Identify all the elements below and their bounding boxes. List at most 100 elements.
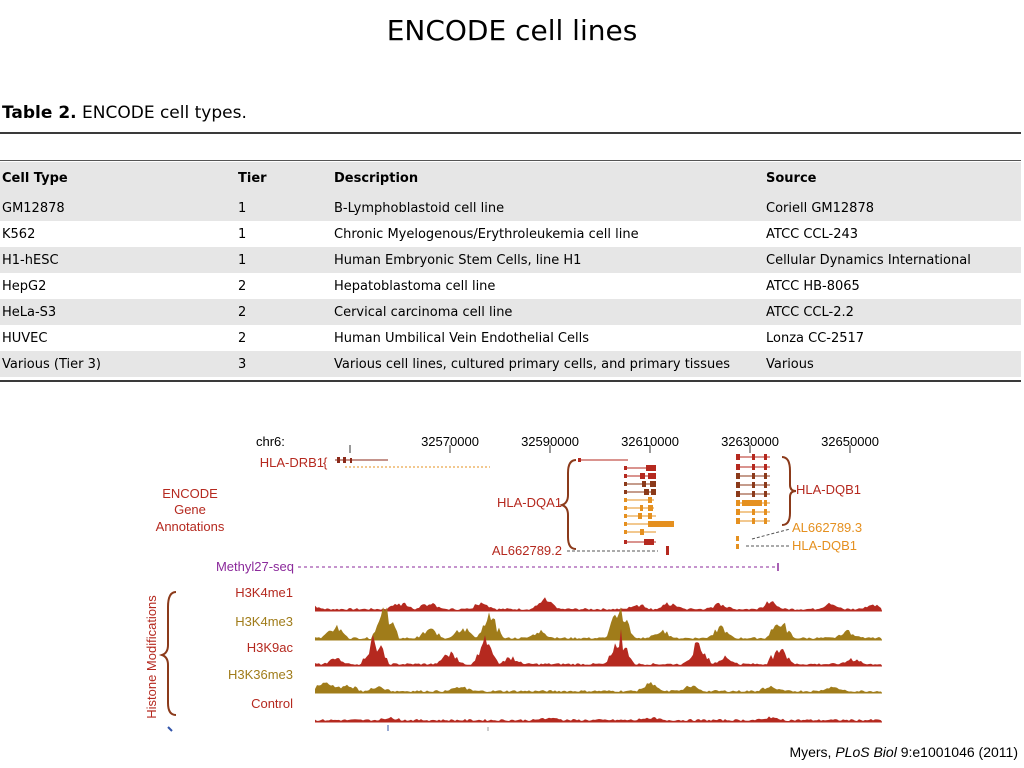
histone-tracks: H3K4me1 H3K4me3 H3K9ac H3K36me3 Control bbox=[228, 585, 882, 723]
genome-browser-figure: chr6: 32570000 32590000 32610000 32630000 32… bbox=[144, 434, 882, 732]
signal-area bbox=[315, 597, 882, 611]
signal-area bbox=[315, 716, 882, 722]
leader-al662789-3 bbox=[751, 528, 791, 540]
gene-models-hla-dqa1 bbox=[578, 458, 674, 545]
cell-source: Coriell GM12878 bbox=[764, 195, 1021, 221]
table-header-top-rule bbox=[0, 160, 1021, 161]
cell-cell-type: Various (Tier 3) bbox=[0, 351, 236, 377]
table-bottom-rule bbox=[0, 380, 1021, 382]
transcript bbox=[736, 518, 770, 524]
signal-area bbox=[315, 682, 882, 693]
transcript bbox=[624, 513, 656, 519]
table-caption-label: Table 2. bbox=[2, 103, 77, 123]
histone-section-label: Histone Modifications bbox=[144, 595, 159, 719]
cell-description: Various cell lines, cultured primary cel… bbox=[332, 351, 764, 377]
table-row: HeLa-S3 2 Cervical carcinoma cell line ATCC… bbox=[0, 299, 1021, 325]
gene-model-al662789-2 bbox=[666, 546, 669, 555]
bottom-marker-left bbox=[167, 726, 173, 732]
transcript bbox=[624, 521, 674, 527]
transcript bbox=[624, 529, 656, 535]
methyl-track-label: Methyl27-seq bbox=[216, 559, 294, 574]
transcript bbox=[624, 465, 656, 471]
gene-model-al662789-3 bbox=[736, 536, 739, 541]
track-label: H3K4me1 bbox=[235, 585, 293, 600]
cell-cell-type: HUVEC bbox=[2, 330, 48, 346]
gene-label-hla-dqb1-alt: HLA-DQB1 bbox=[792, 538, 857, 553]
slide-title: ENCODE cell lines bbox=[386, 14, 638, 47]
track-label: H3K9ac bbox=[247, 640, 294, 655]
header-source: Source bbox=[764, 162, 1021, 195]
header-description: Description bbox=[332, 162, 764, 195]
gene-label-al662789-3: AL662789.3 bbox=[792, 520, 862, 535]
cell-cell-type: K562 bbox=[2, 226, 36, 242]
cell-description: Hepatoblastoma cell line bbox=[334, 278, 496, 294]
transcript bbox=[624, 505, 654, 511]
cell-cell-type: H1-hESC bbox=[0, 247, 236, 273]
table-row: H1-hESC 1 Human Embryonic Stem Cells, line… bbox=[0, 247, 1021, 273]
transcript bbox=[736, 500, 770, 506]
transcript bbox=[624, 539, 656, 545]
cell-tier: 2 bbox=[236, 299, 332, 325]
gene-label-al662789-2: AL662789.2 bbox=[492, 543, 562, 558]
cell-source: Various bbox=[764, 351, 1021, 377]
cell-description: Chronic Myelogenous/Erythroleukemia cell… bbox=[334, 226, 639, 242]
brace-hla-dqa1 bbox=[558, 459, 577, 550]
signal-area bbox=[315, 607, 882, 640]
transcript bbox=[736, 473, 770, 479]
chromosome-label: chr6: bbox=[256, 434, 285, 449]
citation-ref: 9:e1001046 (2011) bbox=[896, 744, 1018, 760]
transcript bbox=[736, 464, 770, 470]
table-caption: Table 2. ENCODE cell types. bbox=[2, 103, 247, 123]
gene-label-hla-dqb1: HLA-DQB1 bbox=[796, 482, 861, 497]
histone-track: H3K4me1 bbox=[235, 585, 882, 612]
gene-models-hla-dqb1 bbox=[736, 454, 770, 549]
citation-author: Myers, bbox=[789, 744, 836, 760]
gene-section-label-1: ENCODE bbox=[162, 486, 218, 501]
transcript bbox=[624, 489, 656, 495]
signal-area bbox=[315, 628, 882, 666]
gene-section-label-3: Annotations bbox=[156, 519, 225, 534]
cell-types-table: Cell Type Tier Description Source GM1287… bbox=[0, 162, 1021, 377]
cell-tier: 2 bbox=[238, 278, 247, 294]
histone-track: H3K36me3 bbox=[228, 667, 882, 694]
histone-track: H3K4me3 bbox=[235, 607, 882, 641]
transcript bbox=[736, 491, 770, 497]
table-body: GM12878 1 B-Lymphoblastoid cell line Coriel… bbox=[0, 195, 1021, 377]
gene-section-label-2: Gene bbox=[174, 502, 206, 517]
table-header-row: Cell Type Tier Description Source bbox=[0, 162, 1021, 195]
citation-journal: PLoS Biol bbox=[835, 744, 897, 760]
transcript bbox=[736, 509, 770, 515]
gene-model-hla-dqb1-alt bbox=[736, 544, 739, 549]
cell-tier: 2 bbox=[238, 330, 247, 346]
cell-description: Human Umbilical Vein Endothelial Cells bbox=[334, 330, 590, 346]
ruler-position-label: 32650000 bbox=[821, 434, 879, 449]
header-tier: Tier bbox=[236, 162, 332, 195]
cell-description: Human Embryonic Stem Cells, line H1 bbox=[332, 247, 764, 273]
cell-description: Cervical carcinoma cell line bbox=[332, 299, 764, 325]
header-cell-type: Cell Type bbox=[0, 162, 236, 195]
cell-tier: 1 bbox=[236, 195, 332, 221]
table-row: HepG2 2 Hepatoblastoma cell line ATCC HB-80… bbox=[0, 273, 1021, 299]
cell-cell-type: GM12878 bbox=[0, 195, 236, 221]
brace-hla-dqb1 bbox=[781, 456, 797, 526]
brace-histone bbox=[158, 591, 177, 716]
transcript bbox=[624, 481, 656, 487]
cell-cell-type: HepG2 bbox=[2, 278, 47, 294]
ruler-position-label: 32610000 bbox=[621, 434, 679, 449]
histone-track: Control bbox=[251, 696, 882, 723]
cell-source: ATCC HB-8065 bbox=[766, 278, 860, 294]
track-label: Control bbox=[251, 696, 293, 711]
transcript bbox=[736, 454, 770, 460]
cell-tier: 1 bbox=[236, 247, 332, 273]
transcript bbox=[624, 497, 654, 503]
table-row: HUVEC 2 Human Umbilical Vein Endothelial C… bbox=[0, 325, 1021, 351]
coordinate-ruler: 32570000 32590000 32610000 32630000 32650000 bbox=[349, 434, 879, 453]
table-top-rule bbox=[0, 132, 1021, 134]
gene-brace-drb1: { bbox=[323, 455, 328, 470]
gene-label-hla-dqa1: HLA-DQA1 bbox=[497, 495, 562, 510]
histone-track: H3K9ac bbox=[247, 628, 882, 667]
track-label: H3K4me3 bbox=[235, 614, 293, 629]
ruler-position-label: 32570000 bbox=[421, 434, 479, 449]
table-row: GM12878 1 B-Lymphoblastoid cell line Coriel… bbox=[0, 195, 1021, 221]
transcript bbox=[624, 473, 656, 479]
